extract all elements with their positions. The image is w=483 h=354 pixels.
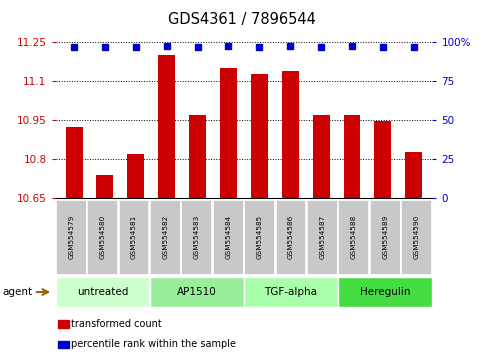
Bar [343,115,360,198]
Text: GDS4361 / 7896544: GDS4361 / 7896544 [168,12,315,27]
Text: GSM554584: GSM554584 [225,215,231,259]
Text: GSM554588: GSM554588 [351,215,357,259]
Bar [97,175,114,198]
Text: GSM554580: GSM554580 [99,215,106,259]
Text: GSM554583: GSM554583 [194,215,200,259]
Bar [313,115,329,198]
Bar [307,200,338,275]
Text: untreated: untreated [77,287,128,297]
Text: percentile rank within the sample: percentile rank within the sample [71,339,237,349]
Text: TGF-alpha: TGF-alpha [265,287,317,297]
Bar [150,278,243,307]
Bar [213,200,243,275]
Text: GSM554581: GSM554581 [131,215,137,259]
Text: GSM554585: GSM554585 [256,215,263,259]
Bar [119,200,149,275]
Bar [189,115,206,198]
Bar [87,200,118,275]
Text: AP1510: AP1510 [177,287,217,297]
Bar [370,200,400,275]
Bar [405,152,422,198]
Text: GSM554582: GSM554582 [162,215,169,259]
Bar [150,200,181,275]
Bar [244,278,338,307]
Bar [244,200,275,275]
Text: GSM554590: GSM554590 [413,215,420,259]
Bar [401,200,432,275]
Text: GSM554586: GSM554586 [288,215,294,259]
Text: GSM554589: GSM554589 [382,215,388,259]
Bar [276,200,306,275]
Bar [182,200,212,275]
Bar [339,278,432,307]
Text: agent: agent [2,287,32,297]
Bar [374,121,391,198]
Bar [56,278,149,307]
Bar [339,200,369,275]
Bar [220,68,237,198]
Bar [282,71,298,198]
Bar [56,200,86,275]
Text: GSM554579: GSM554579 [68,215,74,259]
Text: Heregulin: Heregulin [360,287,411,297]
Bar [128,154,144,198]
Text: transformed count: transformed count [71,319,162,329]
Bar [66,127,83,198]
Bar [251,74,268,198]
Bar [158,56,175,198]
Text: GSM554587: GSM554587 [319,215,326,259]
